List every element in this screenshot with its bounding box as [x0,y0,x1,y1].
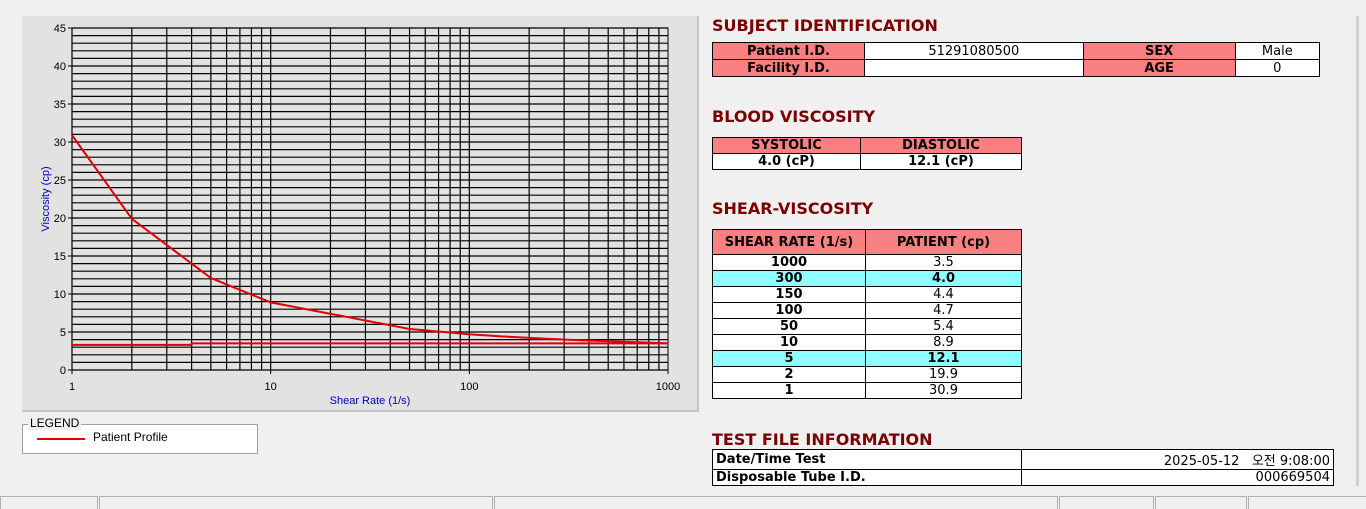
shear-rate-cell: 1 [713,383,866,399]
blood-viscosity-title: BLOOD VISCOSITY [712,107,875,126]
shear-rate-cell: 1000 [713,255,866,271]
diastolic-value: 12.1 (cP) [860,154,1021,170]
x-tick-label: 1000 [656,381,680,393]
patient-viscosity-cell: 3.5 [866,255,1022,271]
patient-viscosity-cell: 4.4 [866,287,1022,303]
legend-entry: Patient Profile [93,430,168,444]
plot-area [72,28,668,370]
patient-id-label: Patient I.D. [713,43,865,60]
diastolic-label: DIASTOLIC [860,138,1021,154]
tube-id-label: Disposable Tube I.D. [713,470,1022,486]
subject-title: SUBJECT IDENTIFICATION [712,16,938,35]
shear-rate-cell: 300 [713,271,866,287]
scrollbar[interactable] [1356,16,1359,486]
x-tick-label: 1 [69,381,75,393]
age-label: AGE [1083,60,1235,77]
shear-rate-header: SHEAR RATE (1/s) [713,230,866,255]
sex-label: SEX [1083,43,1235,60]
systolic-value: 4.0 (cP) [713,154,861,170]
systolic-label: SYSTOLIC [713,138,861,154]
sex-value: Male [1235,43,1319,60]
patient-viscosity-cell: 30.9 [866,383,1022,399]
date-time-value: 2025-05-12 오전 9:08:00 [1022,450,1334,470]
shear-rate-cell: 5 [713,351,866,367]
facility-id-label: Facility I.D. [713,60,865,77]
y-axis-label: Viscosity (cp) [40,166,52,231]
patient-viscosity-cell: 5.4 [866,319,1022,335]
status-segment [494,496,1058,509]
shear-rate-cell: 50 [713,319,866,335]
y-tick-label: 5 [60,327,66,339]
patient-viscosity-cell: 4.0 [866,271,1022,287]
patient-id-value: 51291080500 [865,43,1084,60]
y-tick-label: 35 [54,99,66,111]
patient-viscosity-cell: 8.9 [866,335,1022,351]
x-tick-label: 100 [460,381,478,393]
x-axis-label: Shear Rate (1/s) [330,395,411,407]
y-tick-label: 0 [60,365,66,377]
shear-rate-cell: 2 [713,367,866,383]
patient-viscosity-cell: 4.7 [866,303,1022,319]
y-tick-label: 40 [54,61,66,73]
shear-viscosity-title: SHEAR-VISCOSITY [712,199,873,218]
patient-viscosity-cell: 19.9 [866,367,1022,383]
test-file-title: TEST FILE INFORMATION [712,430,933,449]
facility-id-value [865,60,1084,77]
y-tick-label: 45 [54,23,66,35]
status-segment [1059,496,1154,509]
legend-line-swatch [37,438,85,440]
shear-rate-cell: 100 [713,303,866,319]
shear-rate-cell: 10 [713,335,866,351]
y-tick-label: 25 [54,175,66,187]
y-tick-label: 20 [54,213,66,225]
x-tick-label: 10 [265,381,277,393]
y-tick-label: 30 [54,137,66,149]
y-tick-label: 15 [54,251,66,263]
viscosity-chart: 0 5 10 15 20 25 30 35 40 45 1 10 100 1000 Shear Rate (… [22,16,697,410]
status-segment [99,496,493,509]
status-segment [0,496,98,509]
status-segment [1248,496,1366,509]
patient-header: PATIENT (cp) [866,230,1022,255]
age-value: 0 [1235,60,1319,77]
shear-rate-cell: 150 [713,287,866,303]
patient-viscosity-cell: 12.1 [866,351,1022,367]
legend-title: LEGEND [28,416,81,430]
date-time-label: Date/Time Test [713,450,1022,470]
tube-id-value: 000669504 [1022,470,1334,486]
status-segment [1155,496,1247,509]
viscosity-chart-panel: 0 5 10 15 20 25 30 35 40 45 1 10 100 1000 Shear Rate (… [22,16,699,412]
y-tick-label: 10 [54,289,66,301]
